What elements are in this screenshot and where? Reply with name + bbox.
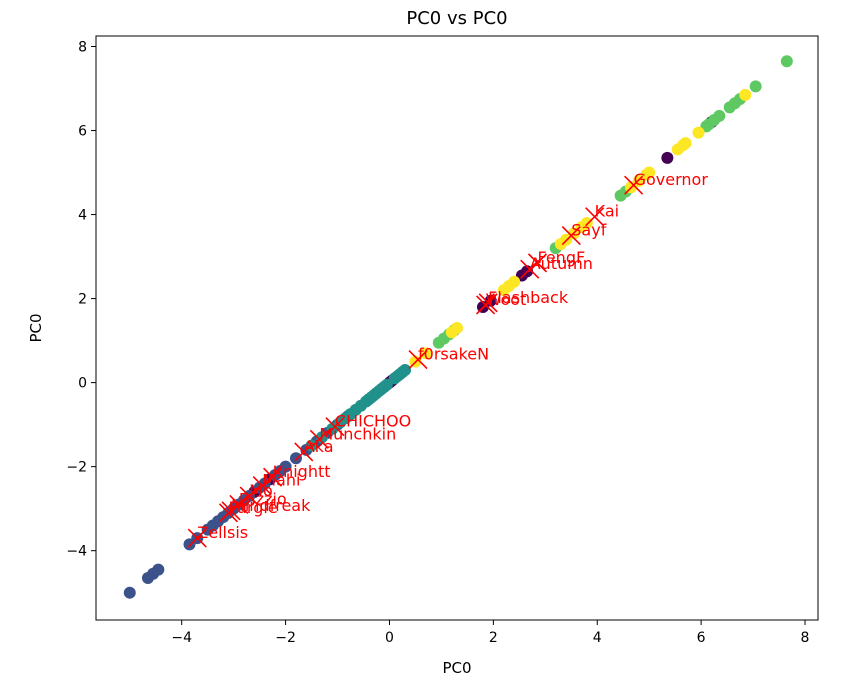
annotation-marker [527, 253, 548, 273]
annotation-marker [624, 175, 644, 195]
annotation-marker [229, 494, 249, 515]
annotation-marker [239, 486, 259, 506]
annotation-marker [252, 475, 272, 496]
data-point [780, 55, 793, 68]
data-point [713, 109, 726, 122]
annotation-label: Dizzio [239, 489, 287, 508]
y-axis-ticks: −4 −2 0 2 4 6 8 [66, 40, 96, 560]
data-point [399, 364, 412, 377]
data-point [643, 166, 656, 179]
y-tick-label: 2 [78, 292, 87, 308]
x-tick-label: −4 [171, 630, 192, 646]
data-point [123, 586, 136, 599]
data-point [279, 460, 292, 473]
annotation-label: Mahi [262, 471, 300, 490]
annotation-label: Mo [249, 481, 273, 500]
data-point [749, 80, 762, 93]
y-axis-title: PC0 [27, 313, 45, 342]
annotation-marker [263, 467, 283, 487]
annotation-label: Aka [304, 437, 334, 456]
data-point [692, 126, 705, 139]
data-point [451, 322, 463, 334]
annotation-label: CHICHOO [335, 412, 411, 431]
x-tick-label: 6 [697, 630, 706, 646]
annotation-label: Autumn [530, 254, 593, 273]
x-tick-label: −2 [275, 630, 296, 646]
annotation-label: Kai [595, 202, 619, 221]
x-axis-ticks: −4 −2 0 2 4 6 8 [171, 620, 809, 646]
annotation-label: Knightt [273, 462, 331, 481]
annotation-marker [309, 429, 329, 449]
x-tick-label: 2 [489, 630, 498, 646]
annotation-label: Flashback [488, 288, 569, 307]
annotation-marker [520, 259, 540, 279]
data-point [679, 137, 692, 150]
y-tick-label: 4 [78, 208, 87, 224]
annotation-label: FengF [538, 248, 586, 267]
annotation-marker [187, 528, 207, 548]
plot-frame [95, 35, 819, 621]
x-axis-title: PC0 [442, 659, 471, 677]
annotation-markers [187, 175, 644, 548]
annotation-label: Mindfreak [231, 496, 311, 515]
annotation-marker [218, 503, 239, 523]
annotation-marker [325, 417, 345, 437]
data-point [289, 452, 302, 465]
annotation-label: Sayf [571, 221, 606, 240]
data-point [580, 216, 593, 229]
data-point [152, 563, 165, 576]
annotation-label: Furgle [228, 498, 277, 517]
annotation-label: Governor [634, 170, 709, 189]
y-tick-label: −2 [66, 460, 87, 476]
annotation-marker [294, 442, 314, 462]
y-tick-label: −4 [66, 544, 87, 560]
annotation-marker [408, 349, 428, 370]
annotation-marker [585, 207, 605, 227]
annotation-marker [476, 295, 496, 315]
data-point [661, 151, 674, 164]
data-point [508, 275, 521, 288]
data-points [123, 55, 793, 599]
chart-title: PC0 vs PC0 [406, 8, 507, 29]
y-tick-label: 0 [78, 376, 87, 392]
data-point [419, 347, 432, 360]
y-tick-label: 8 [78, 40, 87, 56]
annotation-label: Munchkin [319, 424, 396, 443]
data-point [305, 439, 318, 452]
x-tick-label: 0 [385, 630, 394, 646]
y-tick-label: 6 [78, 124, 87, 140]
annotation-label: f0rsakeN [418, 345, 489, 364]
x-tick-label: 4 [593, 630, 602, 646]
annotation-label: Woot [486, 290, 527, 309]
x-tick-label: 8 [801, 630, 810, 646]
annotation-label: Zellsis [197, 523, 248, 542]
annotation-marker [561, 226, 581, 246]
data-point [739, 88, 752, 101]
